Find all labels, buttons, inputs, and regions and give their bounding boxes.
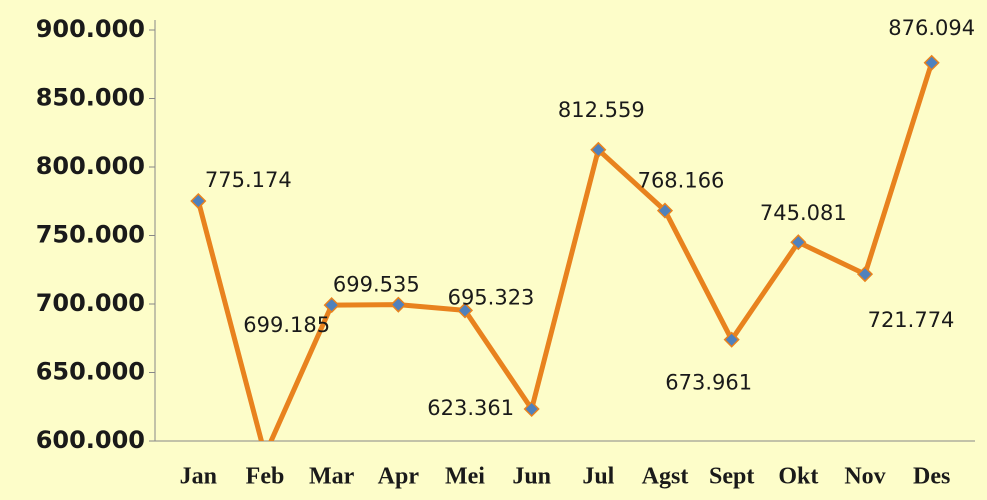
x-tick-label: Okt (778, 464, 818, 490)
x-tick-label: Jul (582, 464, 614, 490)
data-label: 745.081 (760, 201, 847, 225)
marker (190, 192, 207, 210)
y-tick-label: 650.000 (36, 358, 145, 386)
data-label: 721.774 (868, 308, 955, 332)
marker (723, 331, 740, 348)
data-label: 812.559 (558, 98, 645, 122)
data-label: 699.185 (243, 313, 330, 337)
marker (656, 202, 674, 219)
x-tick-label: Mar (309, 464, 355, 490)
x-tick-label: Des (913, 464, 950, 490)
data-label: 768.166 (638, 169, 725, 193)
data-label: 775.174 (205, 168, 292, 192)
marker (590, 141, 607, 158)
y-tick-label: 850.000 (36, 84, 145, 112)
line (195, 61, 935, 441)
x-tick-label: Jun (512, 464, 551, 490)
data-label: 673.961 (665, 371, 752, 395)
data-label: 623.361 (427, 396, 514, 420)
marker (523, 400, 540, 418)
x-tick-label: Sept (709, 464, 754, 490)
x-tick-label: Apr (378, 464, 420, 490)
data-label: 695.323 (448, 285, 535, 309)
y-tick-label: 600.000 (36, 426, 145, 454)
plot-area (190, 54, 940, 441)
data-label: 876.094 (888, 16, 975, 40)
x-tick-label: Jan (180, 464, 217, 490)
y-tick-label: 700.000 (36, 289, 145, 317)
marker (456, 302, 474, 319)
y-tick-label: 800.000 (36, 152, 145, 180)
marker (790, 234, 807, 251)
marker (390, 296, 407, 313)
x-tick-label: Agst (642, 464, 689, 490)
x-tick-label: Feb (246, 464, 285, 490)
y-tick-label: 750.000 (36, 221, 145, 249)
marker (323, 297, 340, 314)
data-label: 699.535 (333, 273, 420, 297)
marker (856, 266, 874, 283)
x-tick-label: Mei (445, 464, 485, 490)
x-tick-label: Nov (844, 464, 885, 490)
y-tick-label: 900.000 (36, 15, 145, 43)
marker (923, 54, 940, 71)
